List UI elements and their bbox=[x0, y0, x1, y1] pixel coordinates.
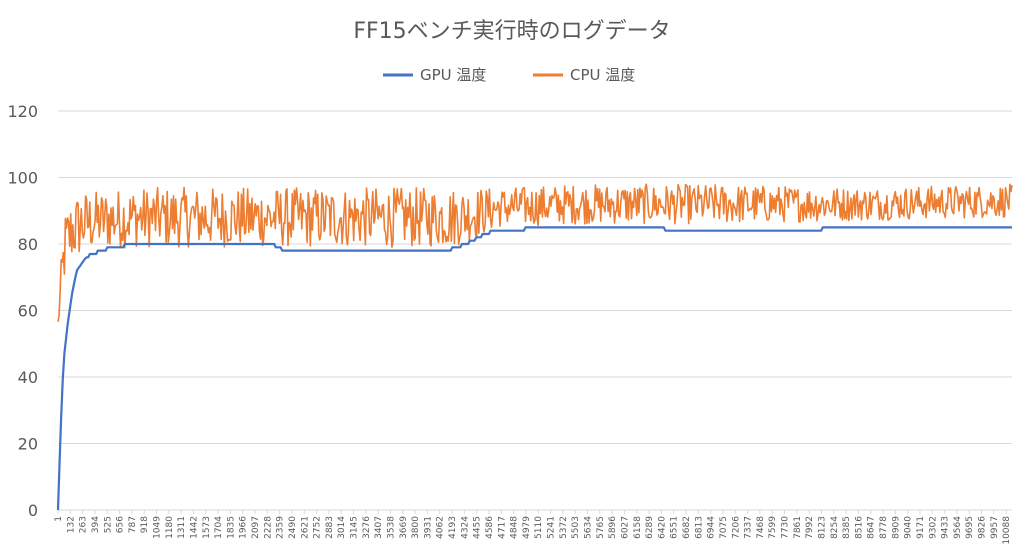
y-tick-label: 0 bbox=[28, 501, 38, 520]
x-tick-label: 7206 bbox=[731, 516, 741, 539]
y-tick-label: 100 bbox=[7, 169, 38, 188]
x-tick-label: 2097 bbox=[251, 516, 261, 539]
x-tick-label: 787 bbox=[128, 516, 138, 533]
x-tick-label: 7468 bbox=[756, 516, 766, 539]
series-line-cpu bbox=[57, 183, 1013, 322]
x-tick-label: 8385 bbox=[842, 516, 852, 539]
x-tick-label: 5503 bbox=[571, 516, 581, 539]
x-tick-label: 9302 bbox=[928, 516, 938, 539]
x-tick-label: 7075 bbox=[719, 516, 729, 539]
y-tick-label: 40 bbox=[18, 368, 38, 387]
x-tick-label: 1180 bbox=[165, 516, 175, 539]
y-tick-label: 20 bbox=[18, 435, 38, 454]
x-tick-label: 3014 bbox=[337, 516, 347, 539]
x-tick-label: 1442 bbox=[189, 516, 199, 539]
x-tick-label: 6420 bbox=[657, 516, 667, 539]
x-tick-label: 5241 bbox=[547, 516, 557, 539]
x-tick-label: 5896 bbox=[608, 516, 618, 539]
x-tick-label: 6289 bbox=[645, 516, 655, 539]
legend-label-gpu: GPU 温度 bbox=[420, 66, 486, 84]
x-tick-label: 9040 bbox=[904, 516, 914, 539]
x-tick-label: 525 bbox=[103, 516, 113, 533]
x-tick-label: 3931 bbox=[423, 516, 433, 539]
y-axis: 0 20 40 60 80 100 120 bbox=[7, 102, 38, 520]
x-tick-label: 8909 bbox=[891, 516, 901, 539]
x-tick-label: 918 bbox=[140, 516, 150, 533]
x-tick-label: 8254 bbox=[830, 516, 840, 539]
x-tick-label: 9695 bbox=[965, 516, 975, 539]
x-tick-label: 4979 bbox=[522, 516, 532, 539]
x-tick-label: 1049 bbox=[153, 516, 163, 539]
x-tick-label: 4193 bbox=[448, 516, 458, 539]
x-tick-label: 4586 bbox=[485, 516, 495, 539]
x-tick-label: 132 bbox=[66, 516, 76, 533]
x-tick-label: 2359 bbox=[276, 516, 286, 539]
x-tick-label: 5634 bbox=[583, 516, 593, 539]
x-tick-label: 1 bbox=[54, 516, 64, 522]
x-tick-label: 4062 bbox=[436, 516, 446, 539]
x-tick-label: 8516 bbox=[854, 516, 864, 539]
x-tick-label: 2621 bbox=[300, 516, 310, 539]
x-tick-label: 394 bbox=[91, 516, 101, 533]
x-tick-label: 1311 bbox=[177, 516, 187, 539]
x-tick-label: 4717 bbox=[497, 516, 507, 539]
y-tick-label: 80 bbox=[18, 235, 38, 254]
x-tick-label: 8647 bbox=[867, 516, 877, 539]
x-tick-label: 5765 bbox=[596, 516, 606, 539]
x-tick-label: 1704 bbox=[214, 516, 224, 539]
x-tick-label: 2490 bbox=[288, 516, 298, 539]
x-tick-label: 6682 bbox=[682, 516, 692, 539]
x-tick-label: 7861 bbox=[793, 516, 803, 539]
series-line-gpu bbox=[56, 226, 1012, 511]
x-tick-label: 6158 bbox=[633, 516, 643, 539]
x-tick-label: 2228 bbox=[263, 516, 273, 539]
x-tick-label: 7599 bbox=[768, 516, 778, 539]
x-tick-label: 656 bbox=[116, 516, 126, 533]
x-tick-label: 1966 bbox=[239, 516, 249, 539]
x-tick-label: 2752 bbox=[313, 516, 323, 539]
gridlines bbox=[58, 110, 1012, 511]
x-tick-label: 8123 bbox=[817, 516, 827, 539]
x-tick-label: 8778 bbox=[879, 516, 889, 539]
x-tick-label: 6027 bbox=[620, 516, 630, 539]
x-tick-label: 6813 bbox=[694, 516, 704, 539]
x-tick-label: 1835 bbox=[226, 516, 236, 539]
x-tick-label: 7337 bbox=[744, 516, 754, 539]
x-tick-label: 3800 bbox=[411, 516, 421, 539]
x-axis: 1 132 263 394 525 656 787 918 1049 1180 1311 1442 15… bbox=[54, 510, 1012, 545]
x-tick-label: 3538 bbox=[386, 516, 396, 539]
x-tick-label: 1573 bbox=[202, 516, 212, 539]
series-group bbox=[56, 183, 1013, 511]
x-tick-label: 5110 bbox=[534, 516, 544, 539]
x-tick-label: 4848 bbox=[510, 516, 520, 539]
x-tick-label: 263 bbox=[79, 516, 89, 533]
y-tick-label: 120 bbox=[7, 102, 38, 121]
y-tick-label: 60 bbox=[18, 302, 38, 321]
legend-label-cpu: CPU 温度 bbox=[570, 66, 635, 84]
x-tick-label: 3669 bbox=[399, 516, 409, 539]
x-tick-label: 3145 bbox=[350, 516, 360, 539]
x-tick-label: 7992 bbox=[805, 516, 815, 539]
x-tick-label: 3407 bbox=[374, 516, 384, 539]
x-tick-label: 9957 bbox=[990, 516, 1000, 539]
x-tick-label: 6944 bbox=[707, 516, 717, 539]
x-tick-label: 10088 bbox=[1002, 516, 1012, 545]
x-tick-label: 7730 bbox=[781, 516, 791, 539]
x-tick-label: 9171 bbox=[916, 516, 926, 539]
x-tick-label: 3276 bbox=[362, 516, 372, 539]
x-tick-label: 2883 bbox=[325, 516, 335, 539]
x-tick-label: 6551 bbox=[670, 516, 680, 539]
x-tick-label: 9433 bbox=[941, 516, 951, 539]
x-tick-label: 5372 bbox=[559, 516, 569, 539]
x-tick-label: 9826 bbox=[978, 516, 988, 539]
chart-title: FF15ベンチ実行時のログデータ bbox=[353, 19, 670, 44]
legend: GPU 温度 CPU 温度 bbox=[383, 66, 635, 84]
x-tick-label: 4455 bbox=[473, 516, 483, 539]
x-tick-label: 4324 bbox=[460, 516, 470, 539]
x-tick-label: 9564 bbox=[953, 516, 963, 539]
